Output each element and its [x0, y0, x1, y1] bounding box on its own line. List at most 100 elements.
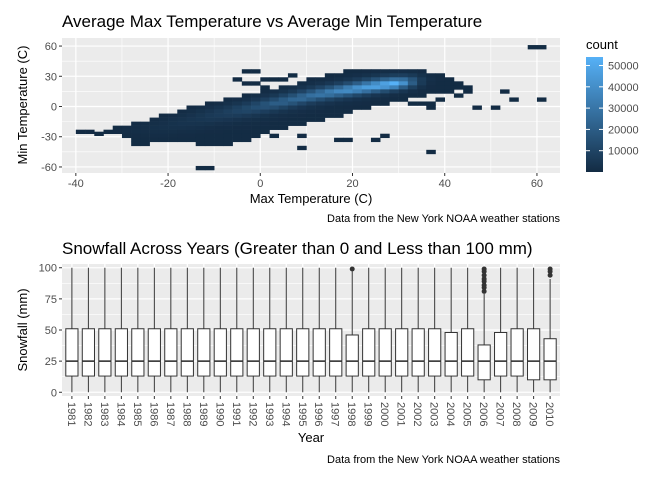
- heatmap-cell: [435, 81, 446, 86]
- heatmap-cell: [158, 117, 169, 122]
- boxplot-x-tick-label: 1997: [329, 402, 341, 426]
- box-body: [114, 328, 128, 377]
- boxplot-x-tick-label: 1983: [98, 402, 110, 426]
- heatmap-cell: [334, 77, 344, 82]
- heatmap-cell: [195, 117, 206, 122]
- heatmap-cell: [278, 101, 289, 106]
- box-body: [477, 344, 491, 381]
- heatmap-gridlines: [62, 38, 560, 173]
- heatmap-cell: [426, 85, 436, 90]
- heatmap-cell: [315, 93, 326, 98]
- heatmap-cell: [426, 149, 436, 155]
- box-body: [246, 328, 260, 377]
- heatmap-cell: [417, 69, 427, 74]
- heatmap-cell: [324, 113, 335, 118]
- heatmap-cell: [297, 93, 307, 98]
- heatmap-x-tick-label: 0: [257, 178, 263, 190]
- heatmap-cell: [324, 109, 335, 114]
- heatmap-cell: [361, 105, 372, 110]
- heatmap-cell: [260, 89, 270, 94]
- boxplot-chart: Snowfall Across Years (Greater than 0 an…: [15, 239, 560, 466]
- heatmap-cell: [241, 125, 252, 130]
- heatmap-cell: [168, 133, 178, 139]
- box-body: [131, 328, 145, 377]
- heatmap-cell: [186, 121, 197, 126]
- heatmap-cell: [444, 89, 455, 94]
- box-body: [147, 328, 161, 377]
- heatmap-cell: [343, 109, 353, 114]
- boxplot-x-tick-label: 1998: [345, 402, 357, 426]
- box-body: [543, 338, 557, 381]
- heatmap-cell: [324, 97, 335, 102]
- heatmap-caption: Data from the New York NOAA weather stat…: [327, 213, 560, 225]
- heatmap-cell: [389, 69, 399, 74]
- heatmap-cell: [287, 101, 298, 106]
- heatmap-cell: [380, 89, 390, 94]
- boxplot-x-tick-label: 2000: [378, 402, 390, 426]
- boxplot-x-tick-label: 2003: [428, 402, 440, 426]
- heatmap-cell: [214, 117, 224, 122]
- heatmap-cell: [352, 101, 363, 106]
- heatmap-cell: [361, 77, 372, 82]
- heatmap-cell: [370, 73, 381, 78]
- heatmap-cell: [500, 89, 510, 94]
- heatmap-cell: [278, 97, 289, 102]
- heatmap-cell: [472, 105, 482, 110]
- heatmap-cell: [389, 85, 399, 90]
- heatmap-cell: [287, 117, 298, 122]
- heatmap-cell: [426, 105, 436, 110]
- heatmap-cell: [269, 89, 280, 94]
- heatmap-cell: [297, 145, 307, 151]
- heatmap-cell: [490, 105, 501, 110]
- box-body: [411, 328, 425, 377]
- heatmap-cell: [334, 109, 344, 114]
- heatmap-cell: [177, 129, 187, 135]
- heatmap-cell: [251, 129, 261, 135]
- box-outlier: [481, 282, 487, 288]
- heatmap-cell: [168, 113, 178, 118]
- heatmap-cell: [251, 97, 261, 102]
- heatmap-cell: [334, 105, 344, 110]
- boxplot-caption: Data from the New York NOAA weather stat…: [327, 454, 560, 466]
- heatmap-cell: [435, 89, 446, 94]
- heatmap-cell: [251, 101, 261, 106]
- heatmap-cell: [463, 89, 473, 94]
- heatmap-cell: [297, 101, 307, 106]
- heatmap-cell: [223, 113, 233, 118]
- heatmap-cell: [315, 117, 326, 122]
- heatmap-cell: [334, 101, 344, 106]
- box-1995: [296, 267, 310, 393]
- heatmap-cell: [297, 117, 307, 122]
- box-1988: [180, 267, 194, 393]
- heatmap-cell: [214, 133, 224, 139]
- heatmap-cell: [278, 85, 289, 90]
- box-outlier: [481, 288, 487, 294]
- heatmap-cell: [204, 125, 215, 130]
- heatmap-cell: [158, 133, 169, 139]
- heatmap-cell: [324, 85, 335, 90]
- heatmap-cell: [149, 117, 160, 122]
- heatmap-cell: [278, 77, 289, 82]
- heatmap-cell: [370, 81, 381, 86]
- heatmap-cell: [232, 109, 243, 114]
- heatmap-y-ticks: -60 -30 0 30 60: [41, 41, 62, 174]
- heatmap-cell: [241, 81, 252, 86]
- legend-colorbar: [586, 57, 603, 172]
- box-body: [329, 328, 343, 377]
- heatmap-cell: [168, 125, 178, 130]
- boxplot-x-tick-label: 2010: [543, 402, 555, 426]
- box-1997: [329, 267, 343, 393]
- box-body: [65, 328, 79, 377]
- heatmap-cell: [204, 137, 215, 143]
- boxplot-x-tick-label: 1991: [230, 402, 242, 426]
- heatmap-cell: [324, 81, 335, 86]
- heatmap-cell: [324, 105, 335, 110]
- heatmap-cell: [324, 89, 335, 94]
- box-2008: [510, 267, 524, 393]
- heatmap-cell: [131, 129, 141, 135]
- heatmap-cell: [241, 133, 252, 139]
- heatmap-cell: [380, 69, 390, 74]
- heatmap-cell: [334, 113, 344, 118]
- heatmap-cell: [352, 105, 363, 110]
- box-body: [428, 328, 442, 377]
